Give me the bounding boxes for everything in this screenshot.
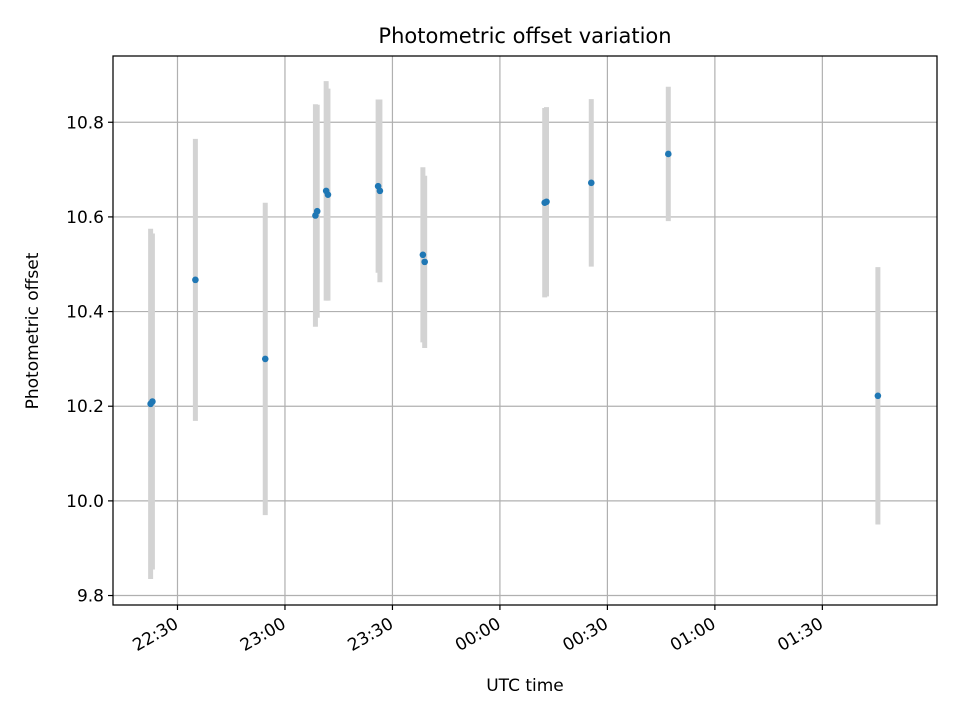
y-tick-label: 10.4 <box>66 303 104 323</box>
data-point <box>665 150 672 158</box>
x-tick-label: 00:00 <box>452 614 504 656</box>
chart-title: Photometric offset variation <box>378 24 671 48</box>
y-tick-label: 10.2 <box>66 397 104 417</box>
data-point <box>587 179 595 187</box>
data-points <box>147 150 882 408</box>
y-tick-label: 10.0 <box>66 492 104 512</box>
x-tick-label: 23:00 <box>237 614 289 656</box>
x-axis-label: UTC time <box>486 676 564 696</box>
y-tick-label: 10.6 <box>66 208 104 228</box>
data-point <box>324 191 332 198</box>
data-point <box>149 398 156 405</box>
data-point <box>261 355 269 363</box>
y-axis-ticks: 9.8 10.0 10.2 10.4 10.6 10.8 <box>66 113 113 607</box>
error-bars <box>148 81 881 579</box>
data-point <box>376 187 384 195</box>
data-point <box>192 276 199 284</box>
x-tick-label: 00:30 <box>559 614 611 656</box>
plot-frame <box>112 55 938 606</box>
x-tick-label: 22:30 <box>130 614 182 656</box>
data-point <box>421 258 428 266</box>
y-axis-label: Photometric offset <box>23 252 43 409</box>
grid-lines <box>113 56 937 605</box>
data-point <box>313 207 321 215</box>
x-tick-label: 01:30 <box>774 614 826 656</box>
data-point <box>874 392 882 400</box>
x-tick-label: 01:00 <box>667 614 719 656</box>
x-axis-ticks: 22:30 23:00 23:30 00:00 00:30 01:00 01:30 <box>130 605 827 656</box>
y-tick-label: 9.8 <box>77 587 104 607</box>
y-tick-label: 10.8 <box>66 113 104 133</box>
data-point <box>419 251 427 259</box>
data-point <box>543 198 550 206</box>
x-tick-label: 23:30 <box>345 614 397 656</box>
